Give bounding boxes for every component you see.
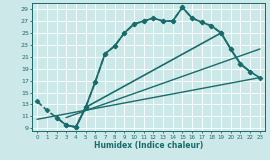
X-axis label: Humidex (Indice chaleur): Humidex (Indice chaleur) — [94, 141, 203, 150]
